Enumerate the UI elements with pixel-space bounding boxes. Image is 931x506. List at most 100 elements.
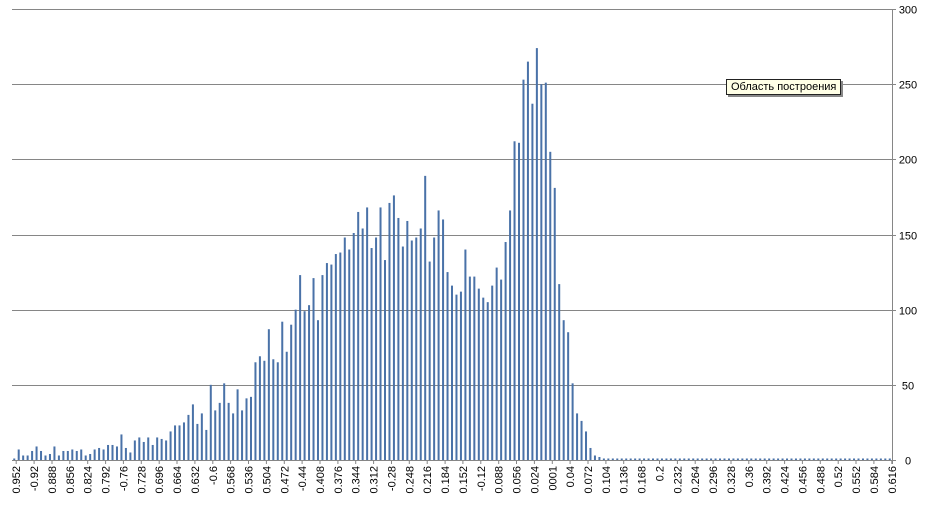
histogram-bar [687, 458, 690, 460]
histogram-bar [142, 441, 145, 460]
histogram-bar [660, 458, 663, 460]
x-tick-label: -0.92 [29, 466, 41, 491]
histogram-bar [844, 458, 847, 460]
x-tick-label: 0.168 [637, 466, 649, 494]
x-tick-label: -0.44 [297, 466, 309, 491]
x-tick-label: 0.632 [190, 466, 202, 494]
histogram-bar [191, 404, 194, 460]
histogram-bar [151, 444, 154, 460]
histogram-bar [17, 449, 20, 460]
histogram-bar [120, 434, 123, 460]
histogram-bar [357, 211, 360, 460]
histogram-bar [388, 202, 391, 460]
histogram-bar [174, 425, 177, 460]
histogram-bar [71, 449, 74, 460]
x-tick-label: 0.264 [690, 466, 702, 494]
histogram-bar [616, 458, 619, 460]
histogram-bar [455, 294, 458, 460]
histogram-bar [745, 458, 748, 460]
histogram-bar [522, 79, 525, 460]
histogram-bar [366, 207, 369, 460]
histogram-bar [196, 423, 199, 460]
histogram-bar [710, 458, 713, 460]
x-tick-label: 0.696 [154, 466, 166, 494]
histogram-bar [812, 458, 815, 460]
histogram-bar [379, 207, 382, 460]
histogram-bar [299, 275, 302, 460]
axes [12, 9, 896, 464]
histogram-bar [549, 151, 552, 460]
histogram-bar [611, 458, 614, 460]
x-tick-label: 0.568 [226, 466, 238, 494]
y-tick-label: 0 [905, 456, 911, 468]
histogram-bar [272, 359, 275, 460]
histogram-bar [84, 455, 87, 460]
y-tick-labels: 0 50 100 150 200 250 300 [899, 5, 917, 468]
y-tick-label: 200 [899, 155, 917, 167]
x-tick-label: 0.104 [601, 466, 613, 494]
x-tick-label: 0.552 [851, 466, 863, 494]
histogram-bar [504, 242, 507, 460]
histogram-bar [683, 458, 686, 460]
plot-area-tooltip: Область построения [726, 79, 842, 95]
histogram-bar [692, 458, 695, 460]
histogram-bar [759, 458, 762, 460]
histogram-bar [80, 449, 83, 460]
x-tick-label: 0.296 [708, 466, 720, 494]
histogram-bar [31, 450, 34, 460]
histogram-bar [267, 329, 270, 460]
histogram-bar [57, 455, 60, 460]
histogram-bar [491, 285, 494, 460]
histogram-bar [781, 458, 784, 460]
histogram-bar [165, 440, 168, 460]
histogram-bar [160, 438, 163, 460]
histogram-bar [392, 195, 395, 460]
histogram-bar [254, 362, 257, 460]
histogram-bar [839, 458, 842, 460]
histogram-bar [330, 264, 333, 460]
histogram-bar [589, 447, 592, 460]
histogram-bar [383, 260, 386, 460]
y-tick-label: 300 [899, 5, 917, 17]
x-tick-label: 0.36 [744, 466, 756, 487]
histogram-bar [544, 82, 547, 460]
histogram-bar [486, 302, 489, 460]
histogram-bar [102, 449, 105, 460]
histogram-bar [263, 360, 266, 460]
x-tick-label: 0.536 [244, 466, 256, 494]
histogram-bar [531, 103, 534, 461]
histogram-bar [652, 458, 655, 460]
histogram-bar [214, 410, 217, 460]
x-tick-label: 0.2 [655, 466, 667, 481]
x-tick-label: 0.088 [494, 466, 506, 494]
x-tick-label: 0.424 [780, 466, 792, 494]
histogram-bar [294, 309, 297, 460]
histogram-bar [808, 458, 811, 460]
histogram-bar [884, 458, 887, 460]
histogram-bar [200, 413, 203, 460]
histogram-bar [558, 284, 561, 460]
x-tick-labels: 0.952 -0.92 0.888 0.856 0.824 0.792 -0.76 0.728… [11, 466, 899, 494]
histogram-bar [401, 246, 404, 460]
x-tick-label: 0.504 [261, 466, 273, 494]
x-tick-label: 0.664 [172, 466, 184, 494]
histogram-bar [629, 458, 632, 460]
histogram-bar [598, 456, 601, 460]
histogram-bar [182, 422, 185, 460]
histogram-bar [48, 453, 51, 460]
histogram-bar [786, 458, 789, 460]
histogram-bar [169, 431, 172, 460]
histogram-bar [232, 413, 235, 460]
histogram-bar [419, 228, 422, 460]
x-tick-label: 0.728 [136, 466, 148, 494]
histogram-bar [526, 61, 529, 461]
histogram-bar [22, 455, 25, 460]
histogram-bar [495, 267, 498, 460]
histogram-bar [316, 320, 319, 460]
histogram-bar [410, 240, 413, 460]
histogram-bar [450, 285, 453, 460]
histogram-bar [607, 458, 610, 460]
histogram-bar [236, 389, 239, 460]
histogram-bar [678, 458, 681, 460]
x-tick-label: 0.456 [797, 466, 809, 494]
